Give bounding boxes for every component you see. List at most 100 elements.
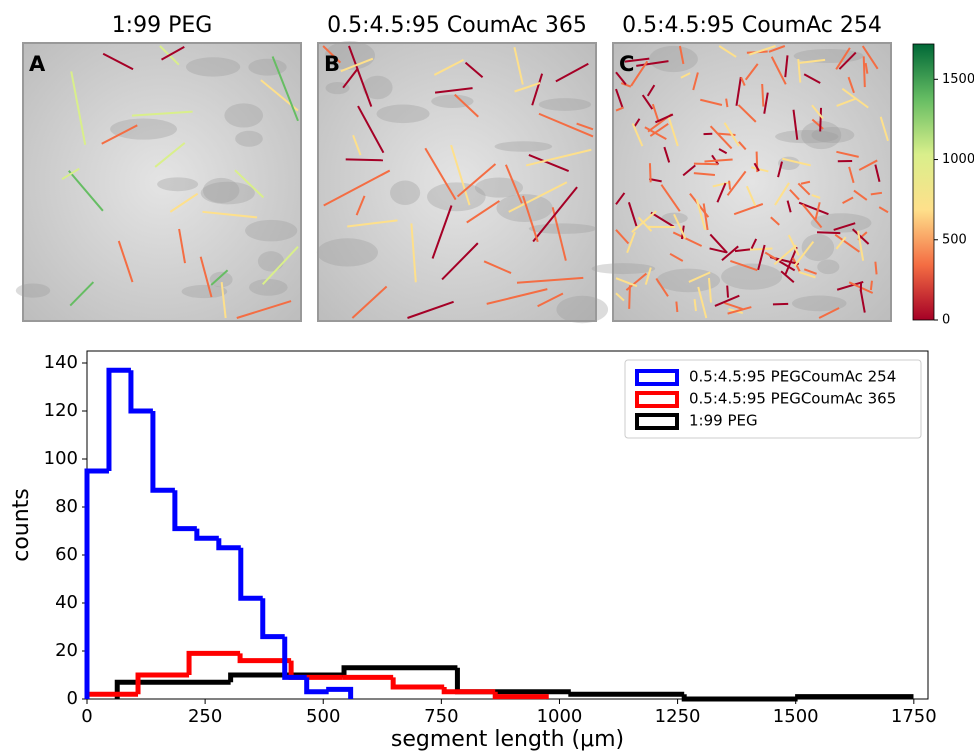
segment xyxy=(345,158,384,162)
histogram-step xyxy=(390,677,445,690)
segment xyxy=(528,154,570,172)
segment xyxy=(234,169,265,199)
segment xyxy=(161,46,185,61)
texture xyxy=(15,283,51,298)
segment xyxy=(347,219,398,228)
segment xyxy=(697,286,708,319)
segment xyxy=(688,271,711,283)
segment xyxy=(738,141,747,151)
segment xyxy=(861,45,879,70)
segment xyxy=(615,277,638,288)
segment xyxy=(726,285,730,298)
texture xyxy=(496,194,553,223)
texture xyxy=(316,238,379,267)
segment xyxy=(707,277,712,303)
segment xyxy=(727,306,752,315)
segment xyxy=(733,202,764,216)
segment xyxy=(61,167,80,181)
segment xyxy=(531,73,544,106)
segment xyxy=(667,117,679,147)
segment xyxy=(464,61,484,79)
texture xyxy=(721,263,783,290)
segment xyxy=(424,147,457,201)
segment xyxy=(69,281,95,307)
segment xyxy=(576,122,594,131)
segment xyxy=(770,56,787,85)
segment xyxy=(680,72,691,79)
histogram-step xyxy=(237,653,292,664)
segment xyxy=(836,97,856,107)
y-tick-label: 40 xyxy=(55,592,78,613)
segment xyxy=(740,76,746,86)
segment xyxy=(693,162,718,166)
segment xyxy=(878,206,889,214)
x-tick-label: 0 xyxy=(81,706,92,727)
segment xyxy=(628,285,631,309)
segment xyxy=(454,93,479,118)
segment xyxy=(169,192,199,213)
segment xyxy=(68,170,104,212)
colorbar-tick-label: 1500 xyxy=(942,72,974,87)
texture xyxy=(248,278,288,296)
segment xyxy=(841,87,869,109)
segment xyxy=(803,73,821,84)
segment xyxy=(131,110,193,117)
segment xyxy=(644,126,667,141)
texture xyxy=(811,127,855,144)
segment xyxy=(704,158,733,163)
texture xyxy=(157,177,199,192)
y-tick-label: 100 xyxy=(44,448,78,469)
segment xyxy=(835,47,851,70)
segment xyxy=(433,58,464,76)
segment xyxy=(793,241,815,267)
texture xyxy=(649,45,698,73)
segment xyxy=(262,246,299,286)
segment xyxy=(764,251,777,261)
texture xyxy=(801,121,842,150)
colorbar-tick-label: 1000 xyxy=(942,152,974,167)
x-tick-label: 750 xyxy=(424,706,458,727)
segment xyxy=(862,56,866,88)
segment xyxy=(744,63,759,81)
texture xyxy=(325,81,350,95)
segment xyxy=(780,270,795,284)
y-tick-label: 20 xyxy=(55,640,78,661)
segment xyxy=(874,261,878,275)
texture xyxy=(185,57,241,77)
segment xyxy=(631,210,657,233)
histogram-step xyxy=(84,691,139,699)
segment xyxy=(718,148,728,155)
segment xyxy=(734,248,751,253)
texture xyxy=(474,177,523,198)
histogram-step xyxy=(150,411,175,493)
segment xyxy=(712,181,731,188)
segment xyxy=(431,205,453,259)
segment xyxy=(748,45,776,56)
segment xyxy=(833,222,856,231)
segment xyxy=(709,233,728,254)
segment xyxy=(847,76,855,94)
segment xyxy=(486,288,548,305)
segment xyxy=(730,259,758,272)
segment xyxy=(637,216,653,232)
histogram-step xyxy=(260,598,285,640)
segment xyxy=(835,236,847,250)
texture xyxy=(494,141,553,152)
panel-title: 1:99 PEG xyxy=(112,13,213,38)
segment xyxy=(818,307,840,319)
segment xyxy=(836,150,859,158)
segment xyxy=(693,172,716,177)
panel-title: 0.5:4.5:95 CoumAc 254 xyxy=(622,13,882,38)
segment xyxy=(768,45,786,53)
segment xyxy=(853,189,868,201)
segment xyxy=(786,200,792,213)
segment xyxy=(811,104,824,120)
segment xyxy=(801,203,823,229)
histogram-step xyxy=(216,538,241,551)
segment xyxy=(678,45,685,65)
texture xyxy=(431,94,474,108)
segment xyxy=(525,148,592,167)
segment xyxy=(709,247,727,254)
segment xyxy=(340,57,374,73)
segment xyxy=(721,245,739,262)
